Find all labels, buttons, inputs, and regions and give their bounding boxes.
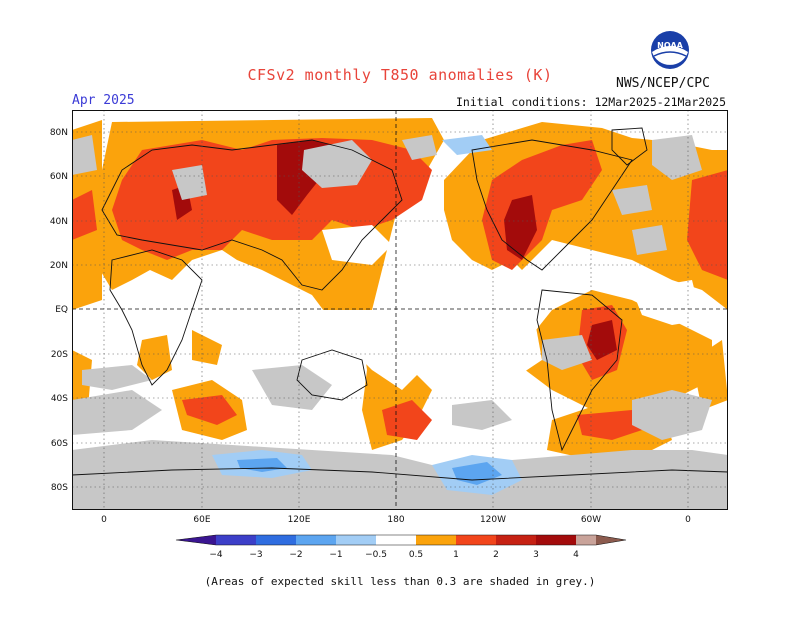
org-label: NWS/NCEP/CPC bbox=[616, 76, 710, 91]
lat-label: 60S bbox=[51, 439, 68, 449]
lat-label: 20N bbox=[50, 261, 68, 271]
colorbar-label: −0.5 bbox=[365, 550, 387, 560]
footnote: (Areas of expected skill less than 0.3 a… bbox=[204, 575, 596, 588]
colorbar-label: 1 bbox=[453, 550, 459, 560]
colorbar-label: −3 bbox=[249, 550, 262, 560]
lat-label: 40N bbox=[50, 217, 68, 227]
colorbar-label: 2 bbox=[493, 550, 499, 560]
lon-label: 60E bbox=[193, 515, 210, 525]
colorbar-swatch bbox=[496, 535, 536, 545]
coastlines bbox=[72, 127, 728, 481]
lat-label: 80S bbox=[51, 483, 68, 493]
colorbar-swatch bbox=[256, 535, 296, 545]
forecast-month: Apr 2025 bbox=[72, 93, 135, 108]
colorbar-swatch bbox=[416, 535, 456, 545]
lon-axis: 0 60E 120E 180 120W 60W 0 bbox=[101, 515, 691, 525]
colorbar-swatch bbox=[176, 535, 216, 545]
graticule bbox=[72, 110, 728, 510]
colorbar-swatch bbox=[216, 535, 256, 545]
lat-label: 20S bbox=[51, 350, 68, 360]
colorbar: −4 −3 −2 −1 −0.5 0.5 1 2 3 4 bbox=[175, 534, 627, 560]
lon-label: 0 bbox=[101, 515, 107, 525]
colorbar-label: 4 bbox=[573, 550, 579, 560]
anomaly-map bbox=[72, 110, 728, 510]
lon-label: 120W bbox=[480, 515, 506, 525]
lon-label: 180 bbox=[387, 515, 404, 525]
reference-lines bbox=[72, 110, 728, 510]
colorbar-swatch bbox=[456, 535, 496, 545]
colorbar-label: −1 bbox=[329, 550, 342, 560]
colorbar-label: −2 bbox=[289, 550, 302, 560]
colorbar-swatch bbox=[336, 535, 376, 545]
anomaly-negative bbox=[212, 135, 522, 495]
colorbar-label: −4 bbox=[209, 550, 223, 560]
lat-label: 40S bbox=[51, 394, 68, 404]
colorbar-swatch bbox=[296, 535, 336, 545]
lon-label: 0 bbox=[685, 515, 691, 525]
colorbar-swatch bbox=[536, 535, 576, 545]
colorbar-swatch bbox=[576, 535, 596, 545]
lat-label: 60N bbox=[50, 172, 68, 182]
noaa-logo: NOAA bbox=[650, 30, 690, 74]
svg-text:NOAA: NOAA bbox=[657, 41, 683, 50]
lat-axis: 80N 60N 40N 20N EQ 20S 40S 60S 80S bbox=[50, 128, 68, 493]
colorbar-swatch bbox=[376, 535, 416, 545]
colorbar-swatch bbox=[596, 535, 626, 545]
initial-conditions: Initial conditions: 12Mar2025-21Mar2025 bbox=[455, 95, 726, 109]
colorbar-label: 3 bbox=[533, 550, 539, 560]
chart-title: CFSv2 monthly T850 anomalies (K) bbox=[247, 66, 553, 84]
colorbar-label: 0.5 bbox=[409, 550, 423, 560]
map-frame bbox=[72, 110, 728, 510]
lon-label: 60W bbox=[581, 515, 601, 525]
lon-label: 120E bbox=[288, 515, 311, 525]
lat-label: 80N bbox=[50, 128, 68, 138]
near-zero-areas bbox=[132, 225, 702, 390]
lat-label: EQ bbox=[55, 305, 68, 315]
